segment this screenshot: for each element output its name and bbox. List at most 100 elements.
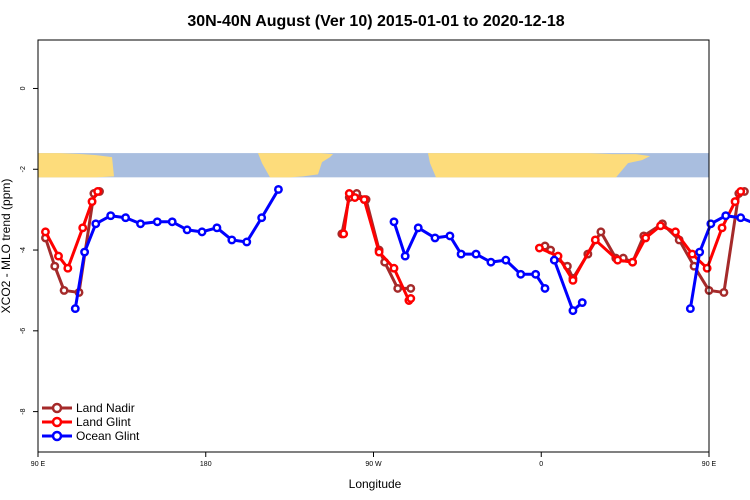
- plot-frame: [37, 39, 710, 453]
- axes-layer: 90 E 180 90 W 0 90 E 0 -2 -4 -6 -8: [20, 86, 717, 468]
- data-point: [350, 193, 360, 202]
- y-tick-label: -4: [20, 247, 27, 253]
- y-tick-label: -2: [20, 166, 27, 172]
- data-point: [736, 213, 746, 223]
- legend: Land Nadir Land Glint Ocean Glint: [42, 401, 140, 443]
- data-point: [549, 255, 559, 265]
- data-point: [721, 211, 731, 221]
- data-point: [628, 257, 638, 267]
- data-point: [471, 249, 481, 259]
- data-point: [695, 247, 705, 257]
- x-tick-label: 0: [539, 461, 543, 468]
- data-point: [596, 227, 606, 237]
- data-point: [257, 213, 267, 223]
- data-point: [374, 247, 384, 257]
- y-tick-label: 0: [20, 86, 27, 90]
- data-point: [568, 306, 578, 316]
- data-point: [516, 269, 526, 279]
- data-point: [445, 231, 455, 241]
- data-point: [501, 255, 511, 265]
- series-line: [73, 188, 280, 309]
- data-point: [568, 275, 578, 285]
- data-point: [339, 229, 349, 239]
- data-point: [413, 223, 423, 233]
- data-point: [671, 227, 680, 237]
- x-tick-label: 180: [200, 461, 212, 468]
- data-point: [50, 261, 60, 271]
- legend-label-land-glint: Land Glint: [76, 415, 131, 429]
- data-point: [400, 251, 410, 261]
- legend-label-ocean-glint: Ocean Glint: [76, 429, 140, 443]
- x-axis-label: Longitude: [349, 477, 402, 491]
- data-point: [613, 255, 623, 265]
- data-point: [577, 298, 587, 307]
- data-point: [406, 294, 416, 303]
- data-point: [534, 243, 544, 253]
- data-point: [389, 217, 399, 227]
- data-point: [242, 237, 252, 247]
- series-ocean-glint: [70, 185, 750, 316]
- y-axis-label: XCO2 - MLO trend (ppm): [0, 179, 13, 314]
- data-point: [93, 187, 103, 196]
- data-point: [656, 221, 665, 231]
- data-point: [389, 263, 399, 273]
- legend-marker: [51, 402, 63, 414]
- data-point: [685, 304, 695, 314]
- data-point: [91, 219, 101, 229]
- legend-item-ocean-glint: Ocean Glint: [42, 429, 140, 443]
- legend-item-land-nadir: Land Nadir: [42, 401, 135, 415]
- data-point: [121, 213, 131, 223]
- data-point: [182, 225, 192, 235]
- data-point: [719, 288, 729, 297]
- data-point: [59, 285, 69, 295]
- legend-marker: [51, 416, 63, 428]
- map-land: [38, 153, 114, 178]
- data-point: [531, 269, 541, 279]
- series-layer: [41, 185, 750, 316]
- legend-label-land-nadir: Land Nadir: [76, 401, 135, 415]
- data-point: [63, 263, 73, 273]
- data-point: [87, 197, 97, 207]
- legend-marker: [51, 430, 63, 442]
- data-point: [227, 235, 237, 245]
- x-tick-label: 90 E: [31, 461, 46, 468]
- series-line: [538, 190, 742, 282]
- chart-title: 30N-40N August (Ver 10) 2015-01-01 to 20…: [187, 13, 564, 30]
- data-point: [486, 257, 496, 267]
- data-point: [687, 249, 697, 259]
- data-point: [70, 304, 80, 314]
- data-point: [590, 235, 600, 245]
- data-point: [80, 247, 90, 257]
- data-point: [78, 223, 88, 233]
- data-point: [197, 227, 207, 237]
- data-point: [41, 227, 50, 237]
- data-point: [136, 219, 145, 229]
- data-point: [730, 197, 740, 207]
- data-point: [456, 249, 466, 259]
- data-point: [54, 251, 63, 261]
- map-strip: [38, 153, 709, 178]
- data-point: [736, 187, 746, 196]
- data-point: [359, 195, 369, 204]
- data-point: [430, 233, 440, 243]
- map-land: [428, 153, 650, 178]
- data-point: [393, 283, 403, 293]
- data-point: [167, 217, 177, 227]
- map-land: [258, 153, 333, 178]
- series-land-glint: [41, 187, 746, 305]
- x-tick-label: 90 E: [702, 461, 717, 468]
- data-point: [540, 283, 550, 293]
- legend-item-land-glint: Land Glint: [42, 415, 131, 429]
- data-point: [406, 283, 416, 293]
- data-point: [106, 211, 116, 221]
- data-point: [344, 189, 354, 198]
- data-point: [641, 233, 651, 243]
- data-point: [717, 223, 727, 233]
- x-tick-label: 90 W: [365, 461, 382, 468]
- y-tick-label: -6: [20, 328, 27, 334]
- data-point: [152, 217, 162, 227]
- data-point: [273, 185, 283, 194]
- y-tick-label: -8: [20, 408, 27, 414]
- data-point: [212, 223, 222, 233]
